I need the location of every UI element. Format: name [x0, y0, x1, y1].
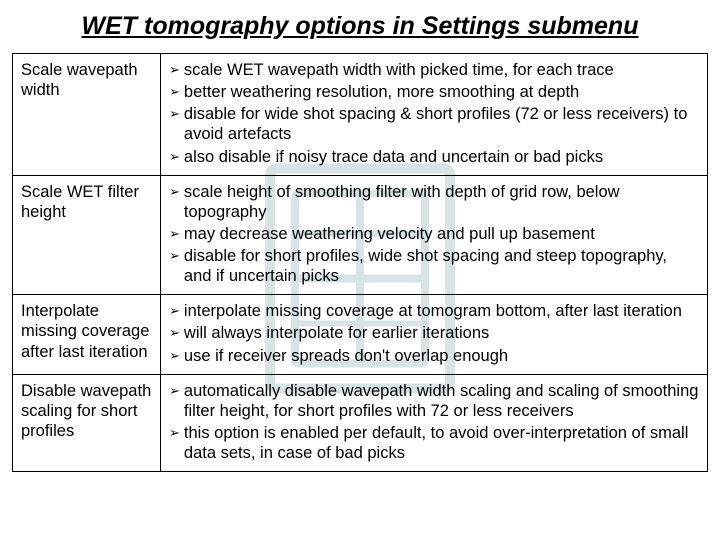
triangle-bullet-icon: ➢	[169, 346, 180, 366]
option-label-cell: Scale wavepath width	[13, 54, 161, 176]
bullet-item: ➢use if receiver spreads don't overlap e…	[169, 346, 699, 366]
bullet-text: this option is enabled per default, to a…	[184, 423, 699, 463]
bullet-text: better weathering resolution, more smoot…	[184, 82, 699, 102]
table-row: Scale WET filter height➢scale height of …	[13, 175, 708, 295]
bullet-item: ➢disable for wide shot spacing & short p…	[169, 104, 699, 144]
bullet-text: disable for short profiles, wide shot sp…	[184, 246, 699, 286]
table-row: Scale wavepath width➢scale WET wavepath …	[13, 54, 708, 176]
triangle-bullet-icon: ➢	[169, 301, 180, 321]
bullet-item: ➢may decrease weathering velocity and pu…	[169, 224, 699, 244]
triangle-bullet-icon: ➢	[169, 82, 180, 102]
option-desc-cell: ➢automatically disable wavepath width sc…	[161, 374, 708, 472]
bullet-text: also disable if noisy trace data and unc…	[184, 147, 699, 167]
triangle-bullet-icon: ➢	[169, 147, 180, 167]
bullet-item: ➢interpolate missing coverage at tomogra…	[169, 301, 699, 321]
bullet-item: ➢automatically disable wavepath width sc…	[169, 381, 699, 421]
bullet-item: ➢better weathering resolution, more smoo…	[169, 82, 699, 102]
option-desc-cell: ➢scale height of smoothing filter with d…	[161, 175, 708, 295]
option-label-cell: Scale WET filter height	[13, 175, 161, 295]
bullet-text: disable for wide shot spacing & short pr…	[184, 104, 699, 144]
triangle-bullet-icon: ➢	[169, 246, 180, 266]
triangle-bullet-icon: ➢	[169, 224, 180, 244]
slide-title: WET tomography options in Settings subme…	[0, 0, 720, 51]
bullet-text: scale WET wavepath width with picked tim…	[184, 60, 699, 80]
bullet-item: ➢this option is enabled per default, to …	[169, 423, 699, 463]
table-row: Disable wavepath scaling for short profi…	[13, 374, 708, 472]
bullet-text: may decrease weathering velocity and pul…	[184, 224, 699, 244]
option-desc-cell: ➢scale WET wavepath width with picked ti…	[161, 54, 708, 176]
option-label-cell: Disable wavepath scaling for short profi…	[13, 374, 161, 472]
bullet-text: use if receiver spreads don't overlap en…	[184, 346, 699, 366]
options-table: Scale wavepath width➢scale WET wavepath …	[12, 53, 708, 472]
bullet-text: will always interpolate for earlier iter…	[184, 323, 699, 343]
bullet-item: ➢disable for short profiles, wide shot s…	[169, 246, 699, 286]
bullet-item: ➢scale WET wavepath width with picked ti…	[169, 60, 699, 80]
option-label-cell: Interpolate missing coverage after last …	[13, 295, 161, 374]
triangle-bullet-icon: ➢	[169, 104, 180, 124]
table-row: Interpolate missing coverage after last …	[13, 295, 708, 374]
triangle-bullet-icon: ➢	[169, 423, 180, 443]
triangle-bullet-icon: ➢	[169, 60, 180, 80]
triangle-bullet-icon: ➢	[169, 381, 180, 401]
bullet-item: ➢scale height of smoothing filter with d…	[169, 182, 699, 222]
bullet-text: automatically disable wavepath width sca…	[184, 381, 699, 421]
bullet-text: scale height of smoothing filter with de…	[184, 182, 699, 222]
triangle-bullet-icon: ➢	[169, 323, 180, 343]
bullet-item: ➢also disable if noisy trace data and un…	[169, 147, 699, 167]
triangle-bullet-icon: ➢	[169, 182, 180, 202]
bullet-item: ➢will always interpolate for earlier ite…	[169, 323, 699, 343]
bullet-text: interpolate missing coverage at tomogram…	[184, 301, 699, 321]
option-desc-cell: ➢interpolate missing coverage at tomogra…	[161, 295, 708, 374]
